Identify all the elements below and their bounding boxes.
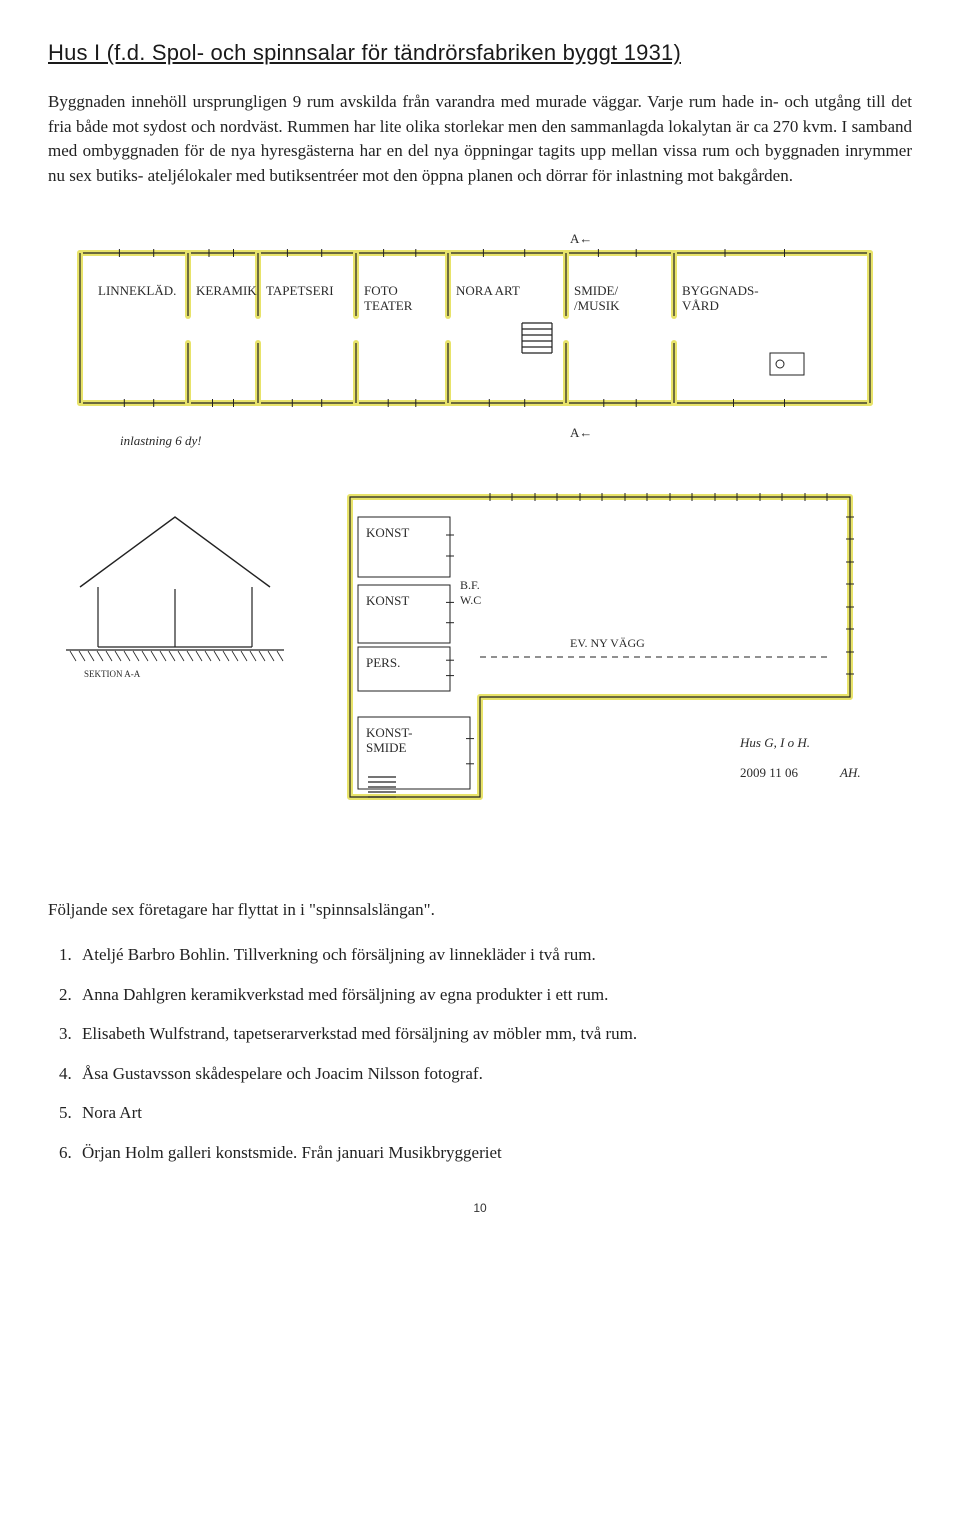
company-list-item: Elisabeth Wulfstrand, tapetserarverkstad… [76, 1021, 912, 1047]
svg-text:TAPETSERI: TAPETSERI [266, 283, 334, 298]
svg-text:SMIDE: SMIDE [366, 740, 407, 755]
svg-text:KONST: KONST [366, 593, 409, 608]
svg-text:KONST-: KONST- [366, 725, 412, 740]
svg-text:B.F.: B.F. [460, 578, 480, 592]
company-list-item: Anna Dahlgren keramikverkstad med försäl… [76, 982, 912, 1008]
svg-text:BYGGNADS-: BYGGNADS- [682, 283, 759, 298]
company-list-item: Åsa Gustavsson skådespelare och Joacim N… [76, 1061, 912, 1087]
svg-text:/MUSIK: /MUSIK [574, 298, 620, 313]
sub-paragraph: Följande sex företagare har flyttat in i… [48, 898, 912, 923]
svg-text:EV. NY VÄGG: EV. NY VÄGG [570, 636, 645, 650]
svg-text:FOTO: FOTO [364, 283, 398, 298]
company-list-item: Nora Art [76, 1100, 912, 1126]
svg-text:A←: A← [570, 231, 592, 246]
company-list-item: Ateljé Barbro Bohlin. Tillverkning och f… [76, 942, 912, 968]
svg-text:AH.: AH. [839, 765, 861, 780]
svg-text:NORA ART: NORA ART [456, 283, 520, 298]
svg-text:A←: A← [570, 425, 592, 440]
floorplan-figure: LINNEKLÄD. KERAMIK TAPETSERI FOTOTEATER NORA… [48, 217, 912, 862]
floorplan-svg: LINNEKLÄD. KERAMIK TAPETSERI FOTOTEATER NORA… [48, 217, 912, 857]
svg-text:SMIDE/: SMIDE/ [574, 283, 618, 298]
company-list: Ateljé Barbro Bohlin. Tillverkning och f… [48, 942, 912, 1165]
svg-text:VÅRD: VÅRD [682, 298, 719, 313]
page-heading: Hus I (f.d. Spol- och spinnsalar för tän… [48, 40, 912, 66]
company-list-item: Örjan Holm galleri konstsmide. Från janu… [76, 1140, 912, 1166]
svg-text:inlastning 6 dy!: inlastning 6 dy! [120, 433, 202, 448]
svg-text:SEKTION A-A: SEKTION A-A [84, 669, 141, 679]
svg-text:TEATER: TEATER [364, 298, 413, 313]
svg-text:KONST: KONST [366, 525, 409, 540]
svg-text:LINNEKLÄD.: LINNEKLÄD. [98, 283, 176, 298]
intro-paragraph: Byggnaden innehöll ursprungligen 9 rum a… [48, 90, 912, 189]
svg-text:Hus G, I o H.: Hus G, I o H. [739, 735, 810, 750]
svg-text:2009 11 06: 2009 11 06 [740, 765, 799, 780]
svg-text:W.C: W.C [460, 593, 481, 607]
svg-text:KERAMIK: KERAMIK [196, 283, 257, 298]
page-number: 10 [48, 1201, 912, 1215]
svg-text:PERS.: PERS. [366, 655, 400, 670]
